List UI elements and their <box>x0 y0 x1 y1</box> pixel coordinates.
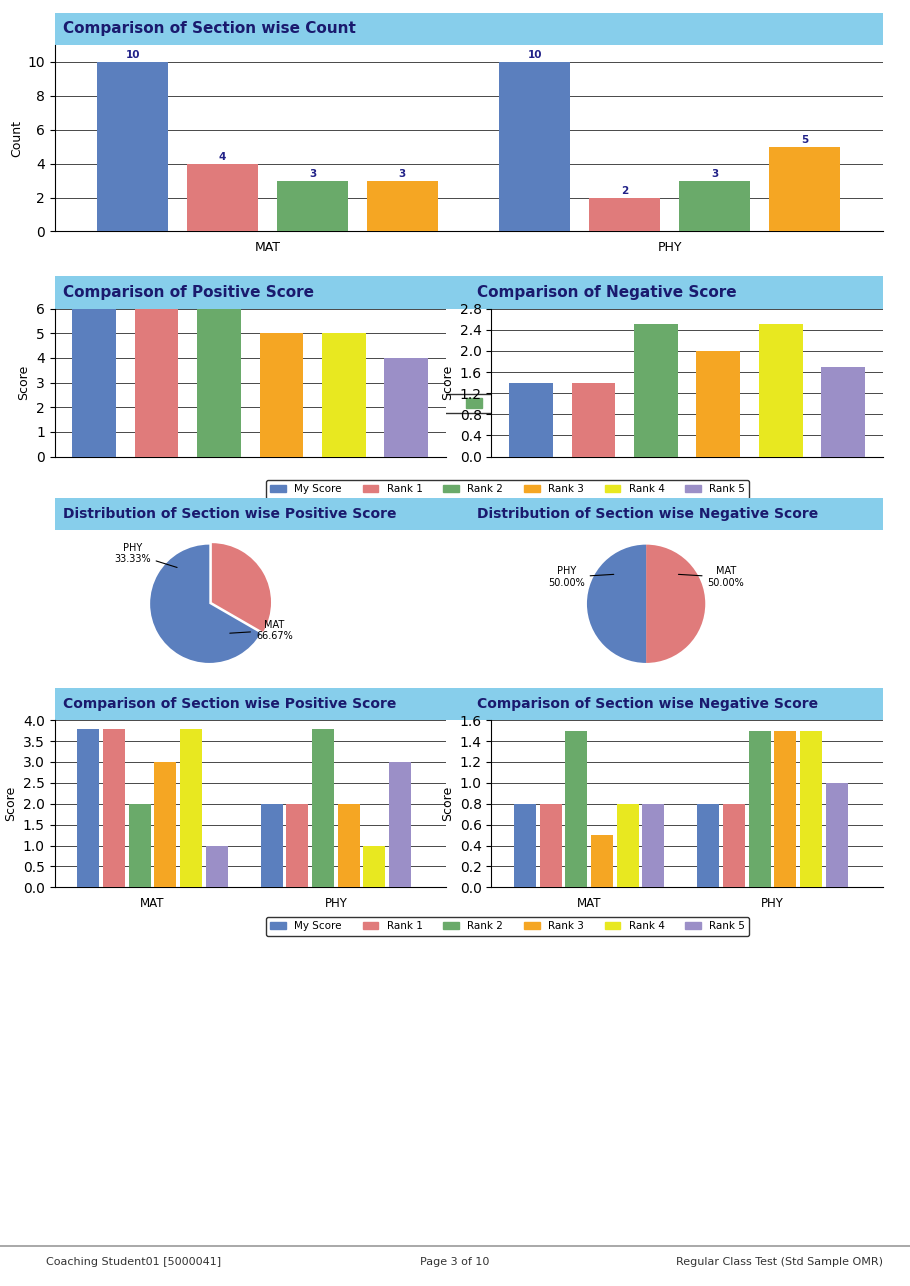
Bar <box>322 333 366 457</box>
Text: Comparison of Negative Score: Comparison of Negative Score <box>477 285 736 300</box>
Bar <box>73 309 116 457</box>
Text: Distribution of Section wise Negative Score: Distribution of Section wise Negative Sc… <box>477 507 818 521</box>
Bar <box>697 804 720 887</box>
Y-axis label: Score: Score <box>5 786 17 822</box>
Y-axis label: Score: Score <box>441 786 454 822</box>
Bar <box>769 147 840 231</box>
Text: 10: 10 <box>528 50 542 60</box>
Text: Comparison of Positive Score: Comparison of Positive Score <box>63 285 314 300</box>
Text: PHY
33.33%: PHY 33.33% <box>114 543 177 567</box>
Text: Comparison of Section wise Positive Score: Comparison of Section wise Positive Scor… <box>63 697 396 711</box>
Text: 5: 5 <box>801 135 808 145</box>
Text: Page 3 of 10: Page 3 of 10 <box>420 1256 490 1267</box>
Bar <box>800 730 822 887</box>
Bar <box>363 846 385 887</box>
Bar <box>634 324 678 457</box>
Text: 3: 3 <box>308 168 316 179</box>
Bar <box>338 804 359 887</box>
Bar <box>565 730 587 887</box>
Bar <box>367 180 438 231</box>
Wedge shape <box>646 545 705 664</box>
Bar <box>277 180 348 231</box>
Bar <box>312 729 334 887</box>
Text: Coaching Student01 [5000041]: Coaching Student01 [5000041] <box>46 1256 220 1267</box>
Bar <box>590 198 661 231</box>
Bar <box>749 730 771 887</box>
Text: Comparison of Section wise Count: Comparison of Section wise Count <box>63 22 356 36</box>
Bar <box>187 163 258 231</box>
Legend: My Score, Rank 1, Rank 2, Rank 3, Rank 4, Rank 5: My Score, Rank 1, Rank 2, Rank 3, Rank 4… <box>267 480 749 499</box>
Y-axis label: Score: Score <box>17 365 30 400</box>
Bar <box>128 804 150 887</box>
Text: Regular Class Test (Std Sample OMR): Regular Class Test (Std Sample OMR) <box>676 1256 883 1267</box>
Bar <box>510 383 553 457</box>
Bar <box>826 783 848 887</box>
Bar <box>696 351 740 457</box>
Bar <box>774 730 796 887</box>
Bar <box>206 846 228 887</box>
Bar <box>679 180 750 231</box>
Bar <box>571 383 615 457</box>
Bar <box>500 62 571 231</box>
Text: 2: 2 <box>622 186 629 195</box>
Text: 10: 10 <box>126 50 140 60</box>
Bar <box>135 309 178 457</box>
Wedge shape <box>587 545 646 664</box>
Bar <box>77 729 99 887</box>
Bar <box>384 358 428 457</box>
Bar <box>514 804 536 887</box>
Bar <box>642 804 664 887</box>
Bar <box>540 804 561 887</box>
Bar <box>389 763 411 887</box>
Y-axis label: Score: Score <box>441 365 454 400</box>
Legend: My Score, Rank 1, Rank 2, Rank 3, Rank 4, Rank 5: My Score, Rank 1, Rank 2, Rank 3, Rank 4… <box>267 917 749 936</box>
Text: PHY
50.00%: PHY 50.00% <box>548 566 613 588</box>
Bar <box>592 835 613 887</box>
Wedge shape <box>212 543 271 631</box>
Bar <box>97 62 168 231</box>
Text: 3: 3 <box>399 168 406 179</box>
Wedge shape <box>150 545 260 664</box>
Bar <box>260 804 283 887</box>
Bar <box>259 333 303 457</box>
Bar <box>821 367 864 457</box>
Text: 3: 3 <box>711 168 718 179</box>
Bar <box>180 729 202 887</box>
Bar <box>103 729 125 887</box>
Bar <box>759 324 803 457</box>
Bar <box>155 763 177 887</box>
Text: MAT
50.00%: MAT 50.00% <box>679 566 744 588</box>
Bar <box>723 804 745 887</box>
Legend: Total Questions, Correct Questions, Incorrect Questions, Skipped Questions: Total Questions, Correct Questions, Inco… <box>198 395 739 413</box>
Bar <box>197 309 241 457</box>
Y-axis label: Count: Count <box>10 120 23 157</box>
Text: 4: 4 <box>219 152 227 162</box>
Bar <box>617 804 639 887</box>
Text: Distribution of Section wise Positive Score: Distribution of Section wise Positive Sc… <box>63 507 397 521</box>
Text: Comparison of Section wise Negative Score: Comparison of Section wise Negative Scor… <box>477 697 818 711</box>
Bar <box>287 804 308 887</box>
Text: MAT
66.67%: MAT 66.67% <box>230 620 293 642</box>
